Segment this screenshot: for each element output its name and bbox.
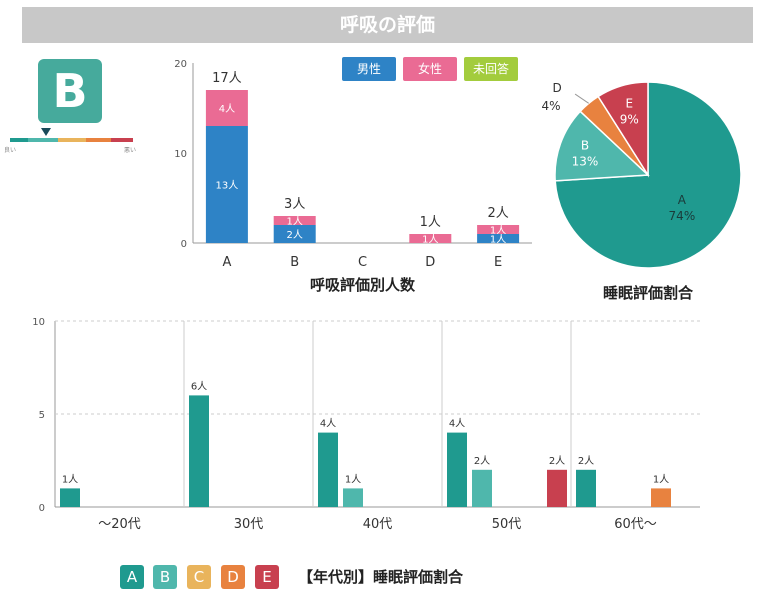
x-tick-label: 50代: [492, 517, 522, 532]
segment-label: 2人: [287, 229, 303, 241]
scale-high-label: 悪い: [124, 147, 137, 154]
legend-female: 女性: [403, 57, 457, 81]
bar-segment: [273, 225, 316, 243]
bar-total-label: 1人: [420, 215, 441, 230]
bar: [576, 469, 596, 507]
pie-slice: [554, 110, 650, 182]
breathing-chart-title: 呼吸評価別人数: [310, 276, 416, 294]
segment-label: 1人: [422, 234, 438, 246]
pie-value-label: 4%: [542, 99, 561, 113]
bar: [189, 395, 209, 507]
scale-low-label: 良い: [4, 147, 17, 154]
bar-total-label: 2人: [487, 206, 508, 221]
bar-segment: [273, 216, 316, 225]
pie-chart-title: 睡眠評価割合: [603, 284, 694, 302]
scale-pointer-icon: [41, 128, 51, 136]
x-tick-label: 60代～: [614, 517, 657, 532]
x-tick-label: D: [425, 255, 435, 270]
bar: [472, 469, 492, 507]
pie-slice: [554, 81, 742, 269]
pie-value-label: 13%: [572, 154, 599, 168]
grade-badge: B: [38, 59, 102, 123]
segment-label: 1人: [490, 234, 506, 246]
pie-label: B: [581, 138, 589, 152]
legend-chip-b: B: [153, 565, 177, 589]
legend-unanswered: 未回答: [464, 57, 518, 81]
segment-label: 1人: [490, 225, 506, 237]
legend-chip-d: D: [221, 565, 245, 589]
y-tick-label: 0: [39, 503, 45, 514]
pie-label: A: [678, 193, 687, 207]
bar-value-label: 2人: [578, 455, 594, 467]
x-tick-label: ～20代: [98, 517, 141, 532]
bar-segment: [205, 90, 248, 126]
bar: [651, 488, 671, 507]
x-tick-label: 30代: [234, 517, 264, 532]
page-title: 呼吸の評価: [22, 7, 753, 43]
segment-label: 1人: [287, 216, 303, 228]
x-tick-label: C: [358, 255, 367, 270]
bar: [447, 432, 467, 507]
x-tick-label: A: [222, 255, 231, 270]
y-tick-label: 10: [174, 149, 187, 160]
y-tick-label: 20: [174, 59, 187, 70]
pie-label: D: [552, 81, 561, 95]
bar-value-label: 1人: [653, 473, 669, 485]
y-tick-label: 5: [39, 410, 45, 421]
x-tick-label: B: [290, 255, 299, 270]
bar-total-label: 3人: [284, 197, 305, 212]
bar-value-label: 2人: [549, 455, 565, 467]
x-tick-label: 40代: [363, 517, 393, 532]
pie-value-label: 9%: [620, 113, 639, 127]
bar-value-label: 4人: [320, 418, 336, 430]
bar-segment: [477, 225, 520, 234]
bar-segment: [205, 126, 248, 243]
legend-chip-a: A: [120, 565, 144, 589]
bar: [318, 432, 338, 507]
bar-value-label: 4人: [449, 418, 465, 430]
bar-value-label: 1人: [345, 473, 361, 485]
legend-chip-e: E: [255, 565, 279, 589]
pie-label: E: [626, 97, 634, 111]
pie-value-label: 74%: [669, 209, 696, 223]
bar: [547, 469, 567, 507]
bar-segment: [409, 234, 452, 243]
pie-slice: [597, 81, 649, 178]
pie-slice: [579, 95, 649, 176]
bar-value-label: 1人: [62, 473, 78, 485]
pie-leader-line: [574, 93, 589, 104]
bar-total-label: 17人: [212, 71, 242, 86]
age-chart-title: 【年代別】睡眠評価割合: [298, 568, 464, 586]
bar-value-label: 6人: [191, 380, 207, 392]
bar-value-label: 2人: [474, 455, 490, 467]
y-tick-label: 10: [32, 317, 45, 328]
y-tick-label: 0: [181, 239, 187, 250]
bar: [60, 488, 80, 507]
segment-label: 4人: [219, 103, 235, 115]
bar: [343, 488, 363, 507]
bar-segment: [477, 234, 520, 243]
segment-label: 13人: [216, 180, 239, 192]
legend-chip-c: C: [187, 565, 211, 589]
legend-male: 男性: [342, 57, 396, 81]
x-tick-label: E: [494, 255, 502, 270]
